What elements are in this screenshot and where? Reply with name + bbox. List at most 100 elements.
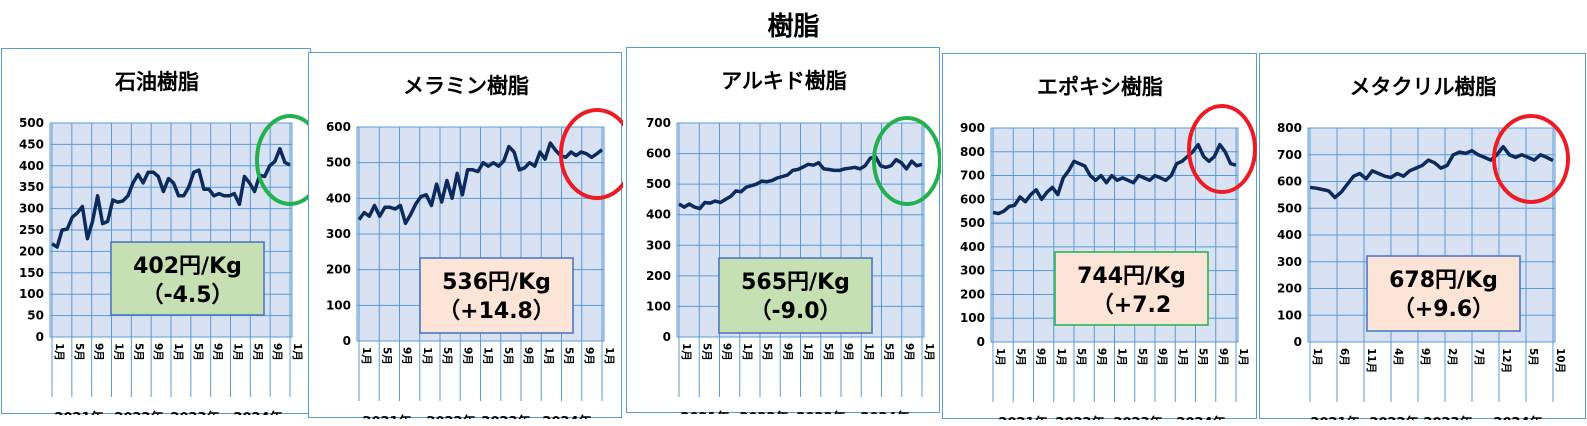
series-line [1309,144,1554,200]
y-tick-label: 400 [326,191,351,205]
chart-petroleum-resin: 石油樹脂 0 50 100 150 200 250 300 350 400 450 500 1月 5月 9月… [19,70,312,415]
chart-panel-epoxy-resin: エポキシ樹脂 0 100 200 300 400 500 600 700 800 900 1月 5月 9月… [942,53,1257,420]
x-month-label: 9月 [152,343,164,361]
x-year-label: 2024年 [860,410,909,414]
page-title: 樹脂 [767,12,820,42]
x-month-label: 9月 [461,347,473,365]
y-tick-label: 0 [343,334,351,348]
x-month-label: 9月 [93,343,105,361]
x-month-label: 6月 [1338,348,1350,366]
price-change-label: （+7.2 [1092,293,1171,318]
y-tick-label: 300 [19,202,44,216]
price-box [419,257,574,334]
y-tick-label: 400 [960,240,985,254]
x-year-label: 2022年 [426,414,475,419]
y-tick-label: 200 [960,287,985,301]
y-tick-label: 400 [19,159,44,173]
chart-methacrylic-resin: メタクリル樹脂 0 100 200 300 400 500 600 700 800 1月 6月 11月 4… [1277,75,1570,420]
x-year-label: 2023年 [1423,415,1472,420]
y-tick-label: 500 [1277,201,1302,215]
chart-panel-methacrylic-resin: メタクリル樹脂 0 100 200 300 400 500 600 700 800 1月 6月 11月 4… [1259,53,1586,420]
price-box [718,257,873,334]
y-tick-label: 50 [27,309,44,323]
x-month-label: 5月 [883,343,895,361]
y-tick-label: 350 [19,180,44,194]
y-tick-label: 700 [960,169,985,183]
x-month-label: 5月 [700,343,712,361]
y-tick-label: 500 [19,116,44,130]
y-tick-label: 300 [646,238,671,252]
x-month-label: 1月 [421,347,433,365]
x-year-label: 2021年 [1310,415,1359,420]
x-month-label: 9月 [1035,348,1047,366]
x-month-label: 9月 [903,343,915,361]
x-month-label: 9月 [781,343,793,361]
x-month-label: 1月 [53,343,65,361]
x-year-label: 2024年 [542,414,591,419]
y-tick-label: 250 [19,223,44,237]
series-line [51,146,291,249]
x-month-label: 5月 [73,343,85,361]
price-label: 565円/Kg [741,270,850,295]
y-tick-label: 400 [646,208,671,222]
y-tick-label: 600 [1277,175,1302,189]
chart-panel-alkyd-resin: アルキド樹脂 0 100 200 300 400 500 600 700 1月 5月 9月 1月 5月 9月… [626,47,941,414]
x-month-label: 5月 [761,343,773,361]
x-month-label: 5月 [251,343,263,361]
x-month-label: 5月 [192,343,204,361]
x-month-label: 12月 [1500,348,1512,373]
x-year-label: 2021年 [680,410,729,414]
chart-title: アルキド樹脂 [721,69,847,93]
y-tick-label: 450 [19,137,44,151]
y-tick-label: 500 [326,156,351,170]
x-month-label: 1月 [232,343,244,361]
x-year-label: 2021年 [54,410,103,415]
x-month-label: 5月 [132,343,144,361]
y-tick-label: 300 [1277,255,1302,269]
chart-melamine-resin: メラミン樹脂 0 100 200 300 400 500 600 1月 5月 9月 1月 5月 9月 1月 5… [326,74,623,419]
y-tick-label: 600 [646,147,671,161]
y-tick-label: 100 [19,287,44,301]
x-month-label: 9月 [1156,348,1168,366]
x-month-label: 1月 [1237,348,1249,366]
y-tick-label: 100 [326,298,351,312]
x-month-label: 9月 [1419,348,1431,366]
y-tick-label: 600 [326,120,351,134]
price-change-label: （+14.8） [438,299,555,324]
x-month-label: 5月 [441,347,453,365]
x-month-label: 2月 [1446,348,1458,366]
x-year-label: 2021年 [998,415,1047,420]
x-year-label: 2023年 [1113,415,1162,420]
x-year-label: 2023年 [796,410,845,414]
highlight-circle [559,108,623,200]
x-month-label: 1月 [802,343,814,361]
x-year-label: 2022年 [1369,415,1418,420]
x-month-label: 1月 [172,343,184,361]
price-label: 744円/Kg [1077,264,1186,289]
highlight-circle [255,114,312,206]
x-month-label: 1月 [994,348,1006,366]
x-month-label: 5月 [502,347,514,365]
y-tick-label: 0 [977,335,985,349]
x-month-label: 11月 [1365,348,1377,373]
x-year-label: 2022年 [1055,415,1104,420]
x-year-label: 2024年 [233,410,282,415]
y-tick-label: 800 [1277,121,1302,135]
y-tick-label: 400 [1277,228,1302,242]
price-label: 402円/Kg [133,254,242,279]
chart-panel-melamine-resin: メラミン樹脂 0 100 200 300 400 500 600 1月 5月 9月 1月 5月 9月 1月 5… [308,52,623,419]
y-tick-label: 300 [960,264,985,278]
x-year-label: 2024年 [1176,415,1225,420]
x-month-label: 9月 [1217,348,1229,366]
highlight-circle [1187,104,1257,194]
x-month-label: 9月 [522,347,534,365]
price-box [1366,255,1521,332]
y-tick-label: 100 [646,299,671,313]
y-tick-label: 700 [646,116,671,130]
series-line [992,142,1237,216]
y-tick-label: 0 [1294,335,1302,349]
x-year-label: 2023年 [170,410,219,415]
x-month-label: 5月 [1014,348,1026,366]
x-month-label: 1月 [680,343,692,361]
x-month-label: 9月 [721,343,733,361]
